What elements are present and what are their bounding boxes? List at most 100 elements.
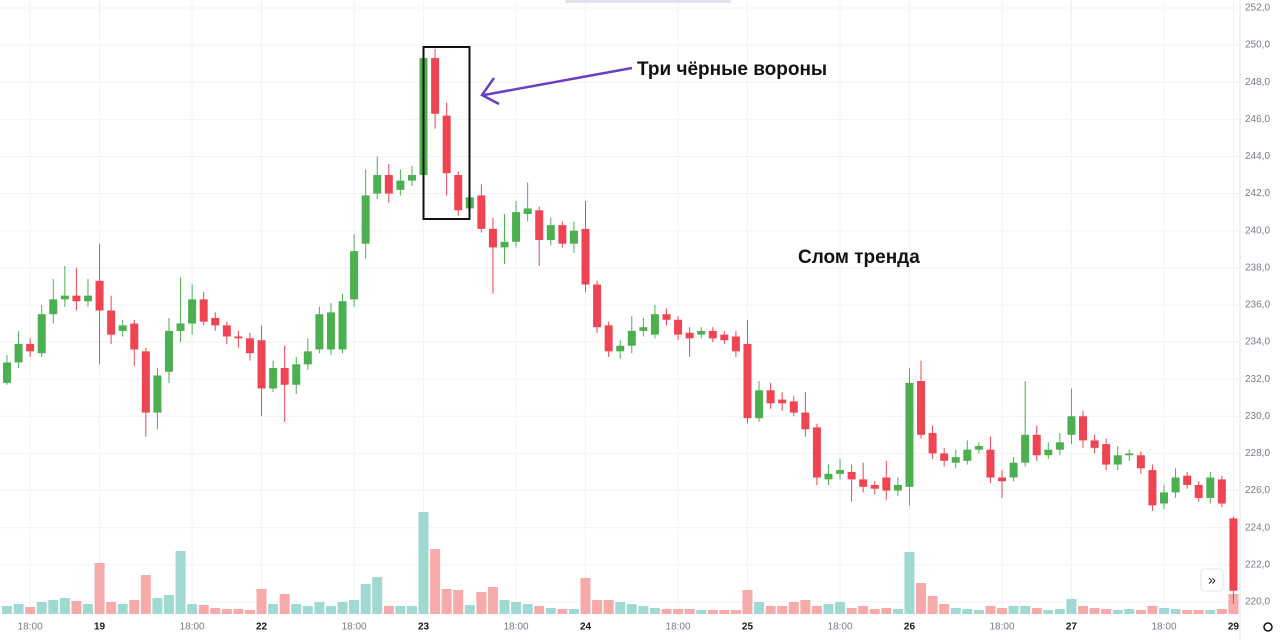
candle-body <box>1021 434 1030 463</box>
volume-bar <box>707 610 718 614</box>
candle-body <box>836 470 845 474</box>
volume-bar <box>673 609 684 614</box>
y-tick-label: 252,0 <box>1245 3 1270 14</box>
volume-bar <box>939 604 950 614</box>
volume-bar <box>268 604 279 614</box>
candle-body <box>546 225 555 240</box>
candle-body <box>118 325 127 331</box>
candle-body <box>824 473 833 480</box>
volume-bar <box>360 584 371 614</box>
settings-icon[interactable] <box>1263 622 1273 632</box>
candle-body <box>431 58 440 114</box>
x-tick-label: 18:00 <box>828 622 853 633</box>
candle-body <box>1044 449 1053 456</box>
candle-body <box>1032 434 1041 456</box>
y-tick-label: 236,0 <box>1245 300 1270 311</box>
candle-body <box>974 445 983 450</box>
volume-bar <box>1008 606 1019 614</box>
x-tick-label: 26 <box>904 622 916 633</box>
candle-body <box>650 314 659 335</box>
volume-bar <box>140 575 151 614</box>
volume-bar <box>210 608 221 614</box>
candle-body <box>581 228 590 285</box>
volume-bar <box>765 606 776 614</box>
candle-body <box>789 401 798 413</box>
y-tick-label: 224,0 <box>1245 522 1270 533</box>
candle-body <box>1160 492 1168 504</box>
candle-body <box>523 208 532 214</box>
candle-body <box>1079 416 1088 441</box>
volume-bar <box>823 604 834 614</box>
candle-body <box>778 399 787 404</box>
volume-bar <box>638 606 649 614</box>
candle-body <box>500 241 509 248</box>
x-tick-label: 18:00 <box>990 622 1015 633</box>
volume-bar <box>950 608 961 614</box>
candle-body <box>569 230 578 244</box>
y-tick-label: 238,0 <box>1245 262 1270 273</box>
candle-body <box>199 299 208 322</box>
candle-body <box>373 175 382 194</box>
y-tick-label: 222,0 <box>1245 559 1270 570</box>
y-tick-label: 228,0 <box>1245 448 1270 459</box>
volume-bar <box>962 609 973 614</box>
volume-bar <box>846 608 857 614</box>
volume-bar <box>534 606 545 614</box>
candle-body <box>1113 455 1122 465</box>
candle-body <box>1102 444 1111 465</box>
volume-bar <box>175 551 186 614</box>
axes-layer: 220,0 222,0 224,0 226,0 228,0 230,0 232,0 234,0… <box>18 0 1270 639</box>
x-tick-label: 18:00 <box>1151 622 1176 633</box>
candle-body <box>1009 462 1018 478</box>
volume-bar <box>522 604 533 614</box>
volume-bar <box>302 606 313 614</box>
volume-bar <box>1054 609 1065 614</box>
scroll-button[interactable] <box>1200 568 1224 592</box>
y-tick-label: 232,0 <box>1245 374 1270 385</box>
volume-bar <box>395 606 406 614</box>
volume-bar <box>927 596 938 614</box>
annotation: Три чёрные вороны <box>637 59 827 80</box>
volume-bar <box>545 608 556 614</box>
x-tick-label: 25 <box>742 622 754 633</box>
candle-body <box>326 312 335 350</box>
candle-body <box>882 477 891 491</box>
y-tick-label: 242,0 <box>1245 188 1270 199</box>
volume-bar <box>696 610 707 614</box>
volume-bar <box>499 600 510 614</box>
candle-body <box>1217 479 1226 504</box>
volume-bar <box>82 604 93 614</box>
arrow-head <box>480 77 500 106</box>
candle-body <box>1171 477 1180 493</box>
volume-bar <box>476 592 487 614</box>
volume-bar <box>592 600 603 614</box>
candle-body <box>986 449 995 478</box>
candle-body <box>928 432 937 454</box>
volume-bar <box>256 589 267 614</box>
volume-bar <box>1043 610 1054 614</box>
y-tick-label: 248,0 <box>1245 77 1270 88</box>
volume-bar <box>916 583 927 614</box>
volume-bar <box>244 610 255 614</box>
volume-bar <box>511 602 522 614</box>
volume-bar <box>788 602 799 614</box>
candle-body <box>269 368 278 389</box>
volume-bar <box>291 604 302 614</box>
candle-body <box>627 330 636 346</box>
volume-bar <box>811 606 822 614</box>
candle-body <box>905 382 914 487</box>
volume-bar <box>487 587 498 614</box>
annotation: Слом тренда <box>798 247 920 268</box>
candle-body <box>153 375 162 413</box>
candle-body <box>755 390 764 419</box>
y-tick-label: 226,0 <box>1245 485 1270 496</box>
scroll-icon[interactable]: » <box>1208 572 1216 588</box>
candle-body <box>616 345 625 352</box>
volume-bar <box>1193 610 1204 614</box>
x-tick-label: 18:00 <box>504 622 529 633</box>
volume-bar <box>36 602 47 614</box>
volume-bar <box>1066 599 1077 614</box>
candle-body <box>396 180 405 190</box>
y-tick-label: 246,0 <box>1245 114 1270 125</box>
volume-bar <box>869 609 880 614</box>
